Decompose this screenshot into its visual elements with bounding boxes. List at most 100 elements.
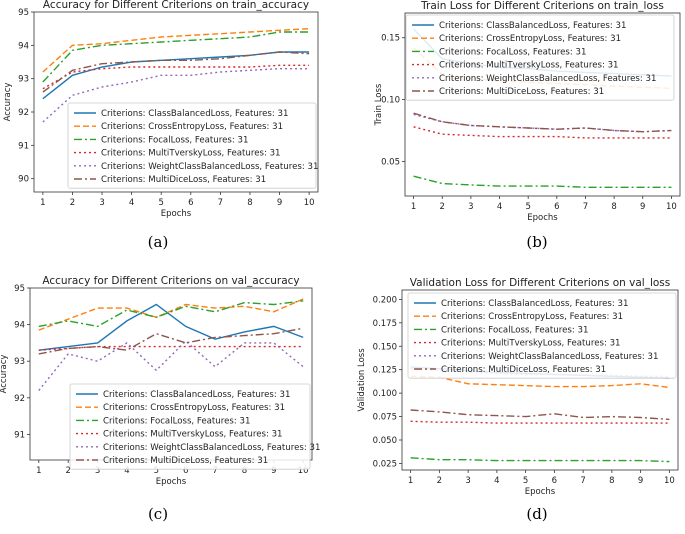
x-tick-label: 2 [70, 198, 75, 208]
y-tick-label: 93 [14, 357, 25, 367]
x-tick-label: 1 [411, 202, 416, 212]
x-tick-label: 1 [408, 476, 413, 486]
y-tick-label: 92 [14, 394, 25, 404]
x-tick-label: 3 [465, 476, 470, 486]
legend-label: Criterions: WeightClassBalancedLoss, Fea… [103, 443, 320, 453]
x-axis-label: Epochs [525, 487, 556, 497]
y-axis-label: Validation Loss [357, 348, 367, 412]
legend-label: Criterions: WeightClassBalancedLoss, Fea… [441, 352, 658, 362]
legend-label: Criterions: MultiDiceLoss, Features: 31 [101, 175, 266, 185]
x-tick-label: 1 [36, 466, 41, 476]
legend-label: Criterions: ClassBalancedLoss, Features:… [439, 21, 626, 31]
x-tick-label: 8 [611, 202, 616, 212]
x-tick-label: 5 [154, 466, 159, 476]
legend-label: Criterions: WeightClassBalancedLoss, Fea… [101, 162, 318, 172]
x-tick-label: 4 [497, 202, 502, 212]
legend-label: Criterions: CrossEntropyLoss, Features: … [101, 122, 283, 132]
panel-label-b: (b) [526, 233, 548, 251]
x-tick-label: 6 [188, 198, 193, 208]
series-line-4 [38, 340, 304, 391]
x-tick-label: 7 [580, 476, 585, 486]
chart-3: Validation Loss for Different Criterions… [357, 277, 679, 497]
x-tick-label: 9 [640, 202, 645, 212]
x-tick-label: 8 [609, 476, 614, 486]
series-line-3 [413, 126, 672, 139]
legend-label: Criterions: ClassBalancedLoss, Features:… [441, 299, 628, 309]
x-tick-label: 7 [218, 198, 223, 208]
legend-label: Criterions: MultiTverskyLoss, Features: … [103, 430, 283, 440]
y-axis-label: Train Loss [374, 83, 384, 126]
x-tick-label: 6 [552, 476, 557, 486]
legend-label: Criterions: MultiDiceLoss, Features: 31 [103, 456, 268, 466]
legend-label: Criterions: CrossEntropyLoss, Features: … [103, 403, 285, 413]
chart-title: Train Loss for Different Criterions on t… [420, 0, 664, 12]
y-tick-label: 91 [14, 430, 25, 440]
plot-frame [33, 11, 319, 193]
legend-label: Criterions: FocalLoss, Features: 31 [439, 47, 586, 57]
y-tick-label: 94 [18, 41, 29, 51]
legend-box [67, 102, 317, 189]
legend-label: Criterions: FocalLoss, Features: 31 [441, 325, 588, 335]
y-tick-label: 91 [18, 141, 29, 151]
x-tick-label: 10 [666, 202, 677, 212]
x-tick-label: 10 [304, 198, 315, 208]
y-tick-label: 0.050 [373, 436, 397, 446]
y-tick-label: 92 [18, 108, 29, 118]
series-line-3 [38, 345, 304, 351]
x-tick-label: 6 [554, 202, 559, 212]
y-tick-label: 95 [18, 8, 29, 18]
series-line-5 [42, 51, 310, 93]
series-line-5 [38, 327, 304, 355]
y-tick-label: 0.15 [381, 34, 400, 44]
legend-box [69, 383, 311, 470]
chart-1: Train Loss for Different Criterions on t… [374, 0, 681, 223]
x-tick-label: 5 [525, 202, 530, 212]
legend-label: Criterions: CrossEntropyLoss, Features: … [439, 34, 621, 44]
x-tick-label: 10 [664, 476, 675, 486]
series-line-2 [42, 31, 310, 83]
x-axis-label: Epochs [156, 477, 187, 487]
x-tick-label: 2 [65, 466, 70, 476]
panel-label-c: (c) [147, 505, 169, 523]
legend-label: Criterions: MultiTverskyLoss, Features: … [439, 61, 619, 71]
x-axis-label: Epochs [527, 213, 558, 223]
y-tick-label: 0.150 [373, 342, 397, 352]
x-tick-label: 5 [158, 198, 163, 208]
x-tick-label: 2 [440, 202, 445, 212]
y-tick-label: 0.05 [381, 157, 400, 167]
legend-label: Criterions: FocalLoss, Features: 31 [103, 416, 250, 426]
plot-frame [401, 289, 679, 471]
x-tick-label: 6 [183, 466, 188, 476]
series-line-1 [38, 298, 304, 331]
legend-label: Criterions: MultiTverskyLoss, Features: … [101, 149, 281, 159]
x-tick-label: 3 [99, 198, 104, 208]
plot-frame [404, 12, 681, 197]
legend-box [407, 292, 677, 379]
series-line-0 [38, 303, 304, 351]
series-line-3 [410, 420, 670, 424]
series-line-2 [413, 175, 672, 189]
legend-box [405, 14, 675, 101]
x-tick-label: 5 [523, 476, 528, 486]
series-line-2 [410, 457, 670, 463]
x-tick-label: 10 [298, 466, 309, 476]
chart-2: Accuracy for Different Criterions on val… [0, 275, 320, 487]
legend-label: Criterions: ClassBalancedLoss, Features:… [103, 390, 290, 400]
x-tick-label: 4 [494, 476, 499, 486]
y-tick-label: 93 [18, 75, 29, 85]
y-tick-label: 0.125 [373, 366, 397, 376]
series-line-1 [410, 375, 670, 389]
y-tick-label: 0.100 [373, 389, 397, 399]
y-tick-label: 0.200 [373, 295, 397, 305]
panel-label-a: (a) [147, 233, 169, 251]
x-tick-label: 8 [242, 466, 247, 476]
panel-label-d: (d) [526, 505, 548, 523]
x-tick-label: 4 [124, 466, 129, 476]
chart-title: Validation Loss for Different Criterions… [410, 277, 670, 289]
series-line-5 [413, 112, 672, 133]
y-tick-label: 0.075 [373, 413, 397, 423]
y-tick-label: 94 [14, 321, 25, 331]
legend-label: Criterions: MultiDiceLoss, Features: 31 [439, 87, 604, 97]
